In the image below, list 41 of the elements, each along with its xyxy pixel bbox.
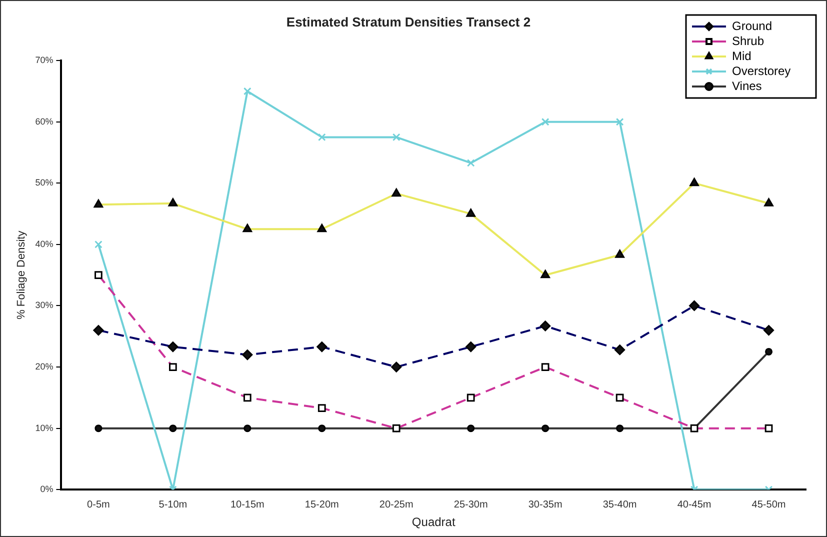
point [541, 118, 550, 126]
y-tick-label: 0% [40, 484, 54, 494]
point [467, 424, 475, 432]
point [616, 424, 624, 432]
y-tick-label: 70% [35, 55, 54, 66]
chart-title: Estimated Stratum Densities Transect 2 [286, 14, 531, 30]
point [94, 424, 102, 432]
legend-label: Shrub [732, 34, 764, 48]
point [318, 133, 326, 142]
x-tick-label: 45-50m [752, 499, 786, 510]
x-tick-label: 0-5m [87, 499, 110, 510]
y-tick-label: 60% [35, 116, 54, 126]
x-tick-label: 25-30m [454, 499, 488, 510]
y-tick-label: 30% [35, 300, 54, 310]
legend-label: Mid [732, 48, 752, 63]
y-tick-label: 50% [35, 178, 54, 188]
x-tick-label: 35-40m [602, 499, 637, 510]
x-tick-label: 30-35m [528, 499, 562, 510]
point [94, 240, 102, 248]
y-tick-label: 40% [35, 238, 54, 249]
point [243, 87, 252, 96]
point [318, 424, 326, 432]
x-tick-label: 10-15m [230, 499, 264, 510]
x-tick-label: 20-25m [379, 499, 414, 510]
x-axis-title: Quadrat [412, 515, 456, 530]
point [169, 424, 177, 432]
legend-label: Vines [732, 78, 762, 93]
point [616, 118, 624, 126]
x-tick-label: 15-20m [304, 499, 339, 510]
point [466, 159, 475, 167]
y-axis-title: % Foliage Density [16, 230, 28, 320]
x-tick-label: 40-45m [677, 499, 712, 510]
y-tick-label: 10% [35, 422, 54, 433]
y-tick-label: 20% [35, 362, 54, 372]
point [542, 424, 550, 432]
x-tick-label: 5-10m [158, 499, 188, 510]
point [392, 133, 400, 142]
legend-label: Ground [732, 18, 772, 33]
point [244, 424, 252, 432]
point [765, 348, 773, 356]
legend-label: Overstorey [732, 64, 791, 78]
